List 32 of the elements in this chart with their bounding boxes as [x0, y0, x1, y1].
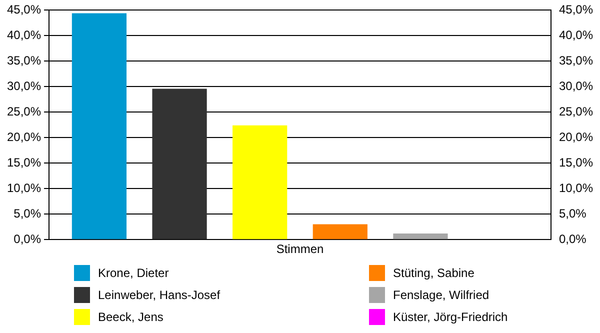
legend-label: Leinweber, Hans-Josef	[98, 288, 220, 302]
y-tick-label: 0,0%	[14, 232, 42, 246]
legend-label: Stüting, Sabine	[393, 266, 474, 280]
y-tick-label: 10,0%	[6, 180, 42, 195]
text: 25,0%	[558, 104, 594, 118]
text: 15,0%	[558, 155, 594, 170]
bar	[152, 88, 207, 240]
text: 0,0%	[558, 232, 586, 246]
legend-label: Küster, Jörg-Friedrich	[393, 310, 508, 324]
bar	[72, 13, 127, 240]
text: 5,0%	[558, 206, 586, 220]
bar	[232, 125, 288, 240]
y-tick-label: 20,0%	[6, 130, 42, 144]
legend-label: Fenslage, Wilfried	[393, 288, 490, 302]
text: 40,0%	[558, 28, 594, 42]
y-tick-label: 30,0%	[6, 78, 42, 93]
y-tick-label: 25,0%	[6, 104, 42, 118]
legend-label: Krone, Dieter	[98, 266, 169, 280]
legend-label: Beeck, Jens	[98, 310, 164, 324]
y-tick-label: 40,0%	[6, 28, 42, 42]
text: 20,0%	[558, 130, 594, 144]
y-tick-label: 45,0%	[6, 2, 42, 17]
text: 35,0%	[558, 53, 594, 68]
text: 45,0%	[558, 2, 594, 17]
bar	[393, 233, 448, 240]
y-tick-label: 35,0%	[6, 53, 42, 68]
bar	[312, 224, 368, 240]
text: 10,0%	[558, 180, 594, 195]
text: 30,0%	[558, 78, 594, 93]
y-tick-label: 5,0%	[14, 206, 42, 220]
x-tick-label: Stimmen	[276, 242, 324, 256]
y-tick-label: 15,0%	[6, 155, 42, 170]
